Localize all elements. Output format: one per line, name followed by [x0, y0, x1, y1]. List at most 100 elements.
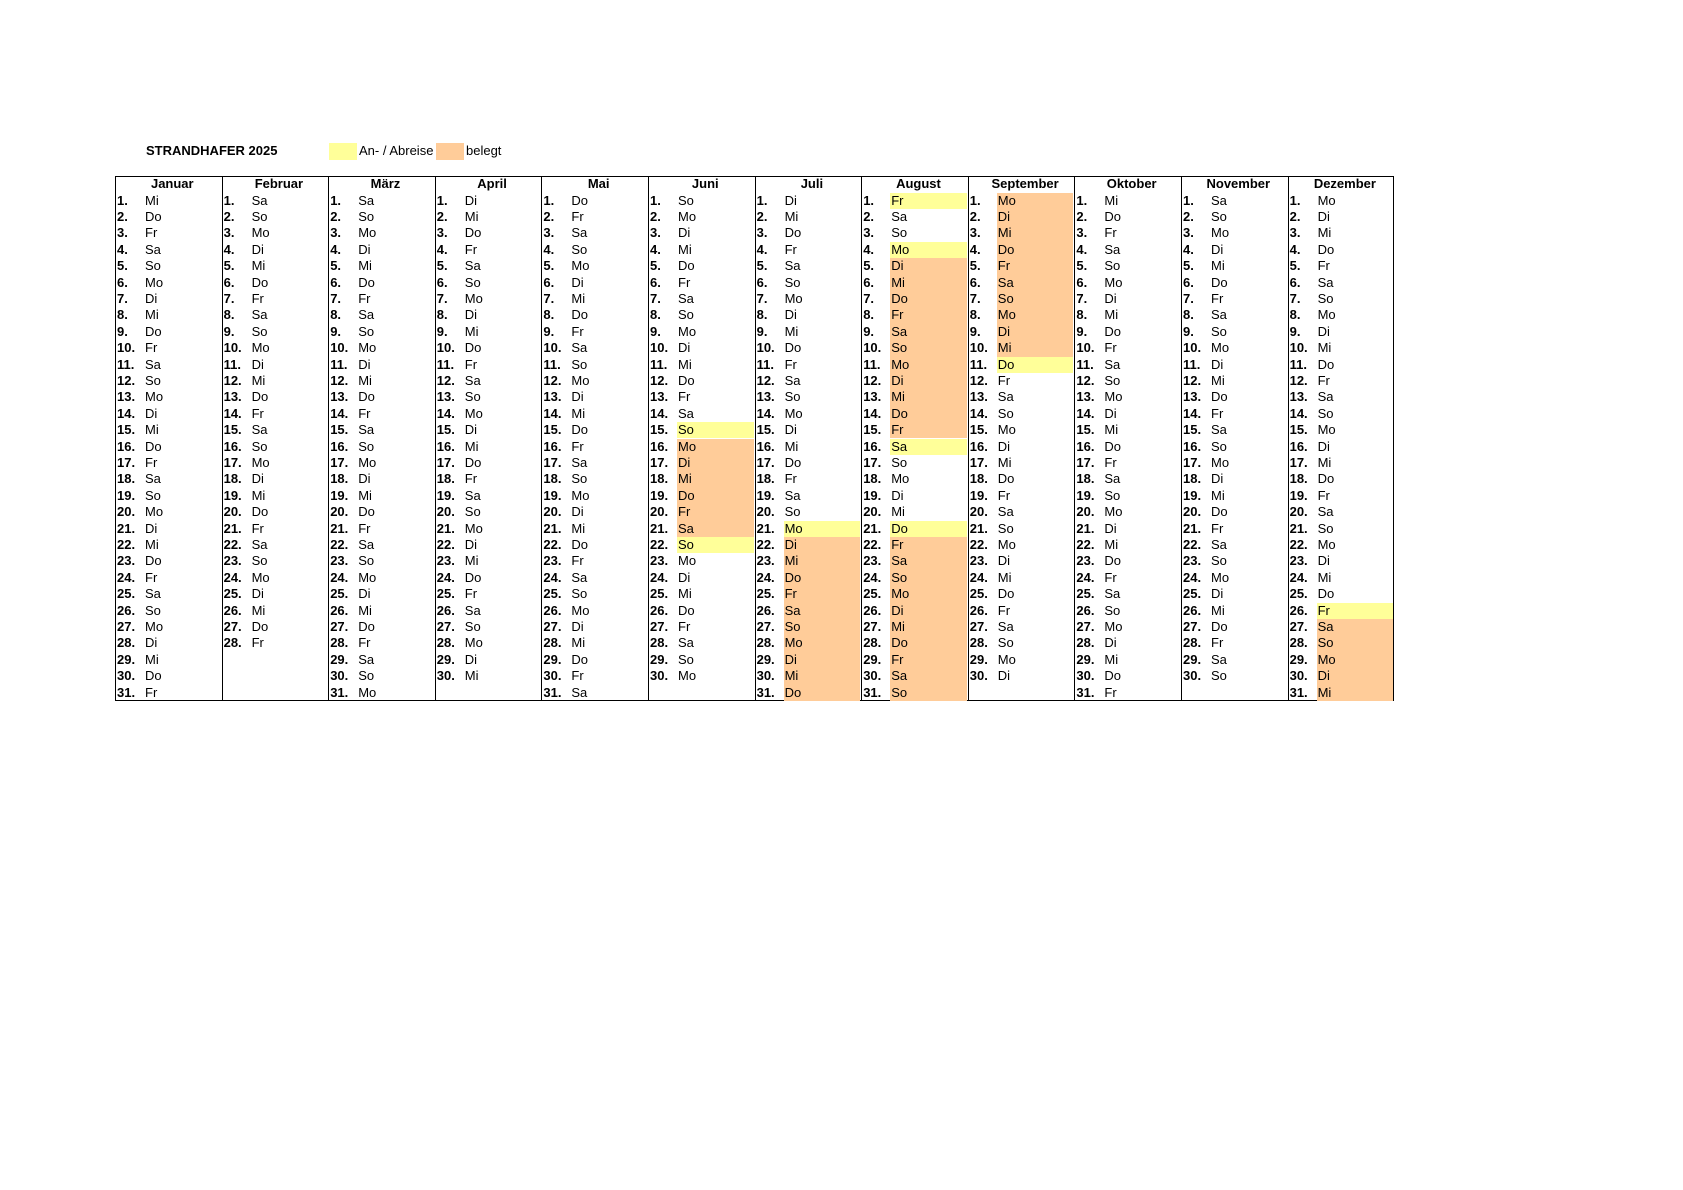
day-number: 19. — [1289, 487, 1308, 503]
weekday: Mo — [1317, 192, 1336, 208]
day-number: 10. — [436, 340, 455, 356]
weekday: Di — [1211, 471, 1224, 487]
day-number: 7. — [650, 290, 661, 306]
day-number: 9. — [756, 323, 768, 339]
weekday: Fr — [891, 651, 904, 667]
weekday: Mi — [891, 389, 905, 405]
weekday: Di — [678, 569, 691, 585]
weekday: Di — [251, 241, 264, 257]
day-number: 22. — [543, 536, 562, 552]
weekday: Fr — [1211, 405, 1224, 421]
day-number: 5. — [1289, 258, 1301, 274]
day-number: 29. — [117, 651, 136, 667]
day-number: 11. — [650, 356, 668, 372]
weekday: Fr — [678, 504, 691, 520]
weekday: Sa — [464, 258, 481, 274]
weekday: Sa — [1104, 241, 1121, 257]
day-number: 28. — [756, 635, 775, 651]
weekday: Di — [1317, 668, 1330, 684]
weekday: So — [251, 323, 268, 339]
day-number: 6. — [756, 274, 768, 290]
day-number: 11. — [756, 356, 774, 372]
day-number: 15. — [1183, 422, 1202, 438]
day-number: 24. — [969, 569, 988, 585]
day-number: 17. — [223, 454, 242, 470]
weekday: Do — [1211, 618, 1228, 634]
legend-label: belegt — [466, 143, 502, 158]
weekday: Do — [464, 340, 482, 356]
weekday: Di — [358, 356, 371, 372]
day-number: 15. — [436, 422, 455, 438]
weekday: Di — [1104, 405, 1117, 421]
weekday: Sa — [997, 504, 1014, 520]
weekday: Fr — [1317, 487, 1330, 503]
weekday: Mi — [464, 668, 479, 684]
day-number: 6. — [863, 274, 875, 290]
day-number: 12. — [436, 372, 455, 388]
weekday: Sa — [678, 520, 694, 536]
day-number: 23. — [1289, 553, 1308, 569]
weekday: So — [1317, 405, 1334, 421]
weekday: So — [891, 684, 908, 700]
weekday: Mi — [464, 323, 479, 339]
day-number: 11. — [223, 356, 241, 372]
day-number: 5. — [650, 258, 661, 274]
day-number: 11. — [543, 356, 561, 372]
day-number: 25. — [1076, 586, 1095, 602]
weekday: Do — [1104, 208, 1122, 224]
weekday: Fr — [464, 471, 478, 487]
weekday: Di — [1104, 635, 1117, 651]
weekday: Sa — [678, 290, 694, 306]
weekday: Mo — [251, 454, 270, 470]
weekday: Mi — [145, 651, 159, 667]
weekday: Do — [678, 372, 695, 388]
day-number: 27. — [863, 618, 882, 634]
day-number: 23. — [863, 553, 882, 569]
weekday: Do — [145, 208, 162, 224]
day-number: 8. — [650, 307, 661, 323]
day-number: 4. — [436, 241, 448, 257]
day-number: 10. — [117, 340, 136, 356]
day-number: 30. — [1183, 668, 1202, 684]
day-number: 20. — [330, 504, 349, 520]
day-number: 19. — [863, 487, 882, 503]
weekday: So — [358, 208, 375, 224]
day-number: 30. — [650, 668, 669, 684]
column-divider — [648, 176, 649, 701]
weekday: Di — [464, 536, 478, 552]
day-number: 4. — [1076, 241, 1088, 257]
weekday: Di — [1211, 586, 1224, 602]
day-number: 20. — [1183, 504, 1202, 520]
weekday: Sa — [1104, 356, 1121, 372]
weekday: Do — [997, 471, 1015, 487]
day-number: 20. — [650, 504, 669, 520]
weekday: So — [571, 586, 588, 602]
day-number: 9. — [436, 323, 448, 339]
weekday: Do — [571, 536, 589, 552]
day-number: 14. — [863, 405, 882, 421]
day-number: 9. — [969, 323, 981, 339]
weekday: Sa — [251, 192, 268, 208]
day-number: 2. — [969, 208, 981, 224]
day-number: 30. — [969, 668, 988, 684]
day-number: 12. — [543, 372, 562, 388]
day-number: 31. — [1076, 684, 1095, 700]
weekday: Di — [571, 274, 584, 290]
day-number: 13. — [969, 389, 988, 405]
weekday: Sa — [678, 635, 694, 651]
day-number: 21. — [863, 520, 882, 536]
day-number: 12. — [650, 372, 669, 388]
weekday: Fr — [358, 290, 371, 306]
day-number: 9. — [223, 323, 235, 339]
weekday: Mi — [1104, 192, 1119, 208]
day-number: 27. — [223, 618, 242, 634]
weekday: So — [251, 438, 268, 454]
day-number: 16. — [1289, 438, 1308, 454]
day-number: 13. — [543, 389, 562, 405]
day-number: 24. — [436, 569, 455, 585]
day-number: 28. — [117, 635, 136, 651]
day-number: 22. — [1076, 536, 1095, 552]
day-number: 2. — [756, 208, 768, 224]
column-divider — [541, 176, 543, 701]
